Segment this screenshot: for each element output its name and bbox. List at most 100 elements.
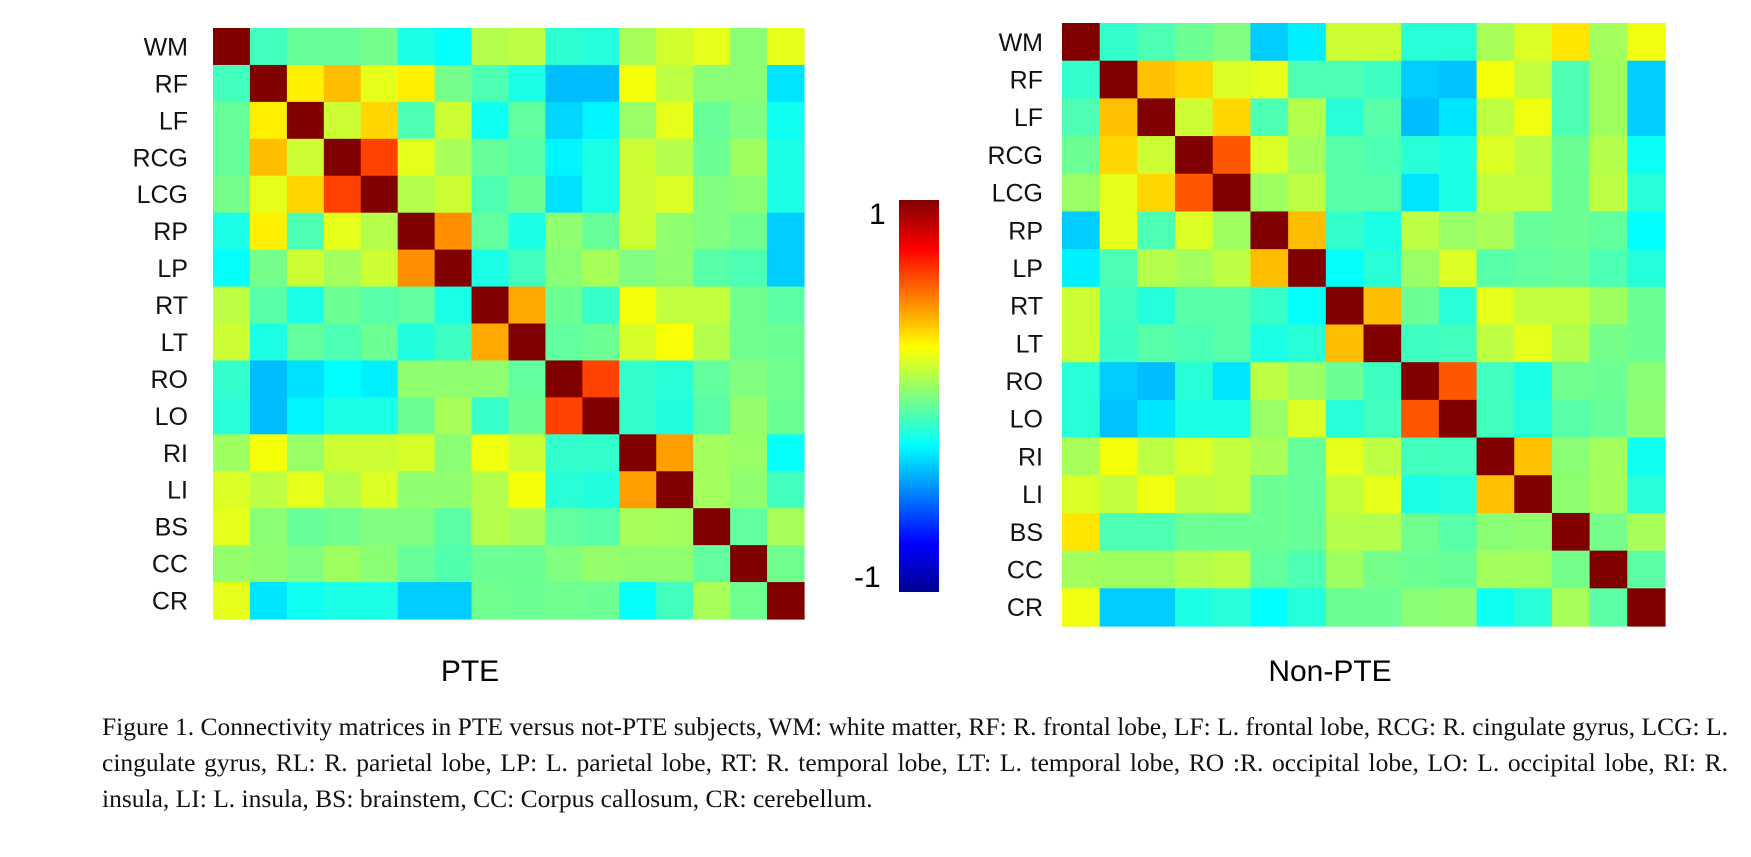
heatmap-cell-CR-CC [730, 582, 768, 620]
heatmap-cell-LI-LI [1514, 475, 1553, 514]
heatmap-cell-RO-RCG [1175, 362, 1214, 401]
heatmap-cell-RT-LT [508, 286, 547, 325]
heatmap-cell-RF-CC [1589, 60, 1628, 99]
heatmap-cell-RP-RP [397, 212, 436, 251]
heatmap-cell-RT-LCG [1212, 286, 1252, 326]
heatmap-cell-LCG-LP [434, 175, 473, 214]
heatmap-cell-RP-LO [1438, 211, 1478, 250]
heatmap-cell-LT-RI [1476, 324, 1515, 363]
heatmap-cell-RO-RCG [323, 360, 362, 398]
heatmap-cell-RI-LF [1137, 437, 1176, 476]
heatmap-cell-LCG-CC [1589, 173, 1628, 213]
heatmap-cell-LP-RP [397, 249, 436, 288]
heatmap-cell-RCG-RCG [1175, 136, 1214, 175]
heatmap-cell-LP-RF [1099, 249, 1138, 288]
heatmap-cell-LI-RCG [323, 471, 362, 509]
heatmap-cell-RT-CR [767, 286, 805, 325]
heatmap-cell-WM-RI [619, 28, 657, 66]
heatmap-cell-WM-LI [1514, 23, 1553, 62]
heatmap-cell-LF-RO [1401, 98, 1440, 137]
row-label-bs: BS [1010, 519, 1043, 547]
heatmap-cell-CR-LI [1514, 588, 1553, 627]
heatmap-cell-RP-WM [1062, 211, 1101, 250]
heatmap-cell-RO-CC [1589, 362, 1628, 401]
heatmap-cell-RO-CR [1627, 362, 1666, 401]
heatmap-cell-WM-LP [434, 28, 473, 66]
heatmap-cell-LCG-WM [213, 175, 251, 214]
heatmap-cell-LCG-LI [1514, 173, 1553, 213]
heatmap-cell-RCG-RO [1401, 136, 1440, 175]
heatmap-cell-RCG-LCG [1212, 136, 1252, 175]
heatmap-cell-LT-LO [1438, 324, 1478, 363]
heatmap-cell-LCG-RF [249, 175, 288, 214]
heatmap-cell-LP-LCG [1212, 249, 1252, 288]
row-label-cr: CR [152, 588, 188, 616]
heatmap-cell-RF-RO [1401, 60, 1440, 99]
heatmap-cell-LF-CR [767, 101, 805, 140]
heatmap-cell-RT-RF [1099, 286, 1138, 326]
heatmap-cell-RT-RO [1401, 286, 1440, 326]
heatmap-cell-CC-LO [1438, 550, 1478, 589]
heatmap-cell-BS-RCG [323, 508, 362, 546]
heatmap-cell-LO-LO [582, 397, 620, 435]
heatmap-cell-RP-RO [545, 212, 583, 251]
heatmap-cell-RT-LF [1137, 286, 1176, 326]
heatmap-cell-RT-LP [434, 286, 473, 325]
heatmap-cell-LT-WM [213, 323, 251, 362]
heatmap-cell-BS-BS [693, 508, 731, 546]
heatmap-cell-RI-WM [1062, 437, 1101, 476]
heatmap-cell-LO-CC [730, 397, 768, 435]
heatmap-cell-WM-LF [286, 28, 325, 66]
heatmap-cell-CC-LI [656, 545, 694, 583]
heatmap-cell-RO-LCG [360, 360, 399, 398]
heatmap-cell-LO-BS [1551, 399, 1591, 439]
heatmap-cell-LP-LO [582, 249, 620, 288]
heatmap-cell-LF-LCG [1212, 98, 1252, 137]
heatmap-cell-RF-LI [656, 64, 694, 103]
row-label-lt: LT [1016, 330, 1043, 358]
heatmap-cell-BS-RT [471, 508, 510, 546]
heatmap-cell-WM-LO [582, 28, 620, 66]
row-label-rp: RP [153, 218, 188, 246]
heatmap-cell-LCG-RI [1476, 173, 1515, 213]
heatmap-cell-RT-RO [545, 286, 583, 325]
heatmap-cell-RI-RP [1250, 437, 1289, 476]
heatmap-cell-RCG-LT [1363, 136, 1402, 175]
heatmap-cell-CR-LCG [360, 582, 399, 620]
row-label-cc: CC [1007, 556, 1043, 584]
heatmap-cell-LCG-LT [1363, 173, 1402, 213]
heatmap-cell-CC-LCG [1212, 550, 1252, 589]
heatmap-cell-LI-RI [1476, 475, 1515, 514]
row-label-rt: RT [1010, 293, 1043, 321]
heatmap-cell-LCG-RCG [1175, 173, 1214, 213]
heatmap-cell-LF-RF [249, 101, 288, 140]
heatmap-cell-RF-RCG [323, 64, 362, 103]
heatmap-cell-RP-LF [286, 212, 325, 251]
heatmap-cell-CR-RO [1401, 588, 1440, 627]
heatmap-cell-LCG-BS [693, 175, 731, 214]
heatmap-cell-RCG-LO [1438, 136, 1478, 175]
heatmap-cell-CC-RP [397, 545, 436, 583]
heatmap-cell-CR-LT [1363, 588, 1402, 627]
heatmap-cell-RT-LP [1288, 286, 1327, 326]
heatmap-cell-WM-RP [397, 28, 436, 66]
heatmap-cell-LF-RI [619, 101, 657, 140]
heatmap-cell-BS-CR [767, 508, 805, 546]
heatmap-cell-RO-RO [545, 360, 583, 398]
heatmap-cell-RT-CC [730, 286, 768, 325]
heatmap-cell-CC-LT [1363, 550, 1402, 589]
heatmap-cell-RI-RCG [1175, 437, 1214, 476]
heatmap-cell-LCG-RF [1099, 173, 1138, 213]
row-label-wm: WM [144, 33, 188, 61]
heatmap-cell-RF-LP [434, 64, 473, 103]
heatmap-cell-LI-BS [693, 471, 731, 509]
heatmap-cell-RP-LCG [1212, 211, 1252, 250]
heatmap-cell-RF-LF [286, 64, 325, 103]
heatmap-cell-RO-RO [1401, 362, 1440, 401]
heatmap-cell-LP-LO [1438, 249, 1478, 288]
heatmap-cell-RP-RI [1476, 211, 1515, 250]
heatmap-cell-RO-RP [1250, 362, 1289, 401]
heatmap-cell-LCG-RI [619, 175, 657, 214]
heatmap-cell-RCG-LCG [360, 138, 399, 177]
colorbar-max-label: 1 [869, 198, 886, 231]
